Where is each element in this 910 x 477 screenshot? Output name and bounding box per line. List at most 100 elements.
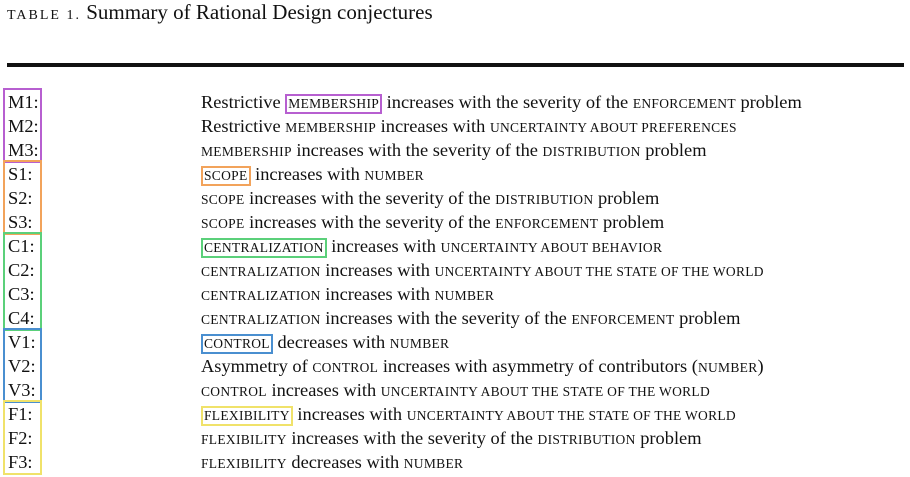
- conjecture-text: FLEXIBILITY increases with UNCERTAINTY A…: [201, 402, 736, 428]
- smallcaps-term: SCOPE: [201, 216, 245, 231]
- text-fragment: increases with the severity of the: [244, 212, 496, 232]
- smallcaps-term: SCOPE: [201, 192, 245, 207]
- conjecture-text: CONTROL increases with UNCERTAINTY ABOUT…: [201, 378, 710, 404]
- table-row: F3: FLEXIBILITY decreases with NUMBER: [0, 450, 910, 474]
- text-fragment: increases with the severity of the: [286, 428, 538, 448]
- conjecture-text: Restrictive MEMBERSHIP increases with UN…: [201, 114, 737, 140]
- conjecture-text: CENTRALIZATION increases with UNCERTAINT…: [201, 258, 764, 284]
- table-row: F2: FLEXIBILITY increases with the severi…: [0, 426, 910, 450]
- table-row: S2: SCOPE increases with the severity of …: [0, 186, 910, 210]
- smallcaps-term: FLEXIBILITY: [201, 456, 287, 471]
- text-fragment: Asymmetry of: [201, 356, 313, 376]
- conjecture-id: V1:: [8, 332, 36, 352]
- group-box-membership: [3, 88, 42, 163]
- highlighted-term: SCOPE: [201, 166, 251, 186]
- smallcaps-term: UNCERTAINTY ABOUT PREFERENCES: [489, 120, 737, 135]
- conjecture-text: Restrictive MEMBERSHIP increases with th…: [201, 90, 802, 116]
- conjecture-id: V2:: [8, 356, 36, 376]
- smallcaps-term: UNCERTAINTY ABOUT THE STATE OF THE WORLD: [380, 384, 711, 399]
- conjecture-id: S3:: [8, 212, 33, 232]
- smallcaps-term: CENTRALIZATION: [201, 264, 321, 279]
- text-fragment: increases with: [292, 404, 407, 424]
- conjecture-id: M1:: [8, 92, 39, 112]
- smallcaps-term: CONTROL: [312, 360, 379, 375]
- table-row: V2: Asymmetry of CONTROL increases with a…: [0, 354, 910, 378]
- smallcaps-term: CENTRALIZATION: [201, 288, 321, 303]
- smallcaps-term: CENTRALIZATION: [201, 312, 321, 327]
- table-title: Summary of Rational Design conjectures: [86, 0, 433, 24]
- text-fragment: problem: [640, 140, 707, 160]
- text-fragment: problem: [598, 212, 665, 232]
- smallcaps-term: ENFORCEMENT: [495, 216, 599, 231]
- smallcaps-term: DISTRIBUTION: [495, 192, 594, 207]
- conjecture-text: CENTRALIZATION increases with UNCERTAINT…: [201, 234, 662, 260]
- conjecture-id: F3:: [8, 452, 33, 472]
- text-fragment: increases with: [320, 284, 435, 304]
- conjecture-id: C4:: [8, 308, 35, 328]
- group-box-flexibility: [3, 400, 42, 475]
- text-fragment: problem: [593, 188, 660, 208]
- smallcaps-term: NUMBER: [389, 336, 450, 351]
- table-row: S1: SCOPE increases with NUMBER: [0, 162, 910, 186]
- smallcaps-term: NUMBER: [697, 360, 758, 375]
- group-box-centralization: [3, 232, 42, 331]
- conjecture-id: S1:: [8, 164, 33, 184]
- smallcaps-term: NUMBER: [364, 168, 424, 183]
- table-row: S3: SCOPE increases with the severity of …: [0, 210, 910, 234]
- smallcaps-term: ENFORCEMENT: [632, 96, 736, 111]
- text-fragment: increases with: [250, 164, 365, 184]
- conjecture-id: F2:: [8, 428, 33, 448]
- conjecture-id: M2:: [8, 116, 39, 136]
- conjecture-text: SCOPE increases with the severity of the…: [201, 210, 664, 236]
- smallcaps-term: UNCERTAINTY ABOUT THE STATE OF THE WORLD: [406, 408, 736, 423]
- text-fragment: increases with: [266, 380, 381, 400]
- conjecture-id: F1:: [8, 404, 33, 424]
- smallcaps-term: DISTRIBUTION: [537, 432, 636, 447]
- conjecture-text: FLEXIBILITY decreases with NUMBER: [201, 450, 463, 476]
- table-row: C3: CENTRALIZATION increases with NUMBER: [0, 282, 910, 306]
- table-label: TABLE 1.: [7, 8, 81, 23]
- text-fragment: increases with the severity of the: [320, 308, 572, 328]
- table-row: M2: Restrictive MEMBERSHIP increases with…: [0, 114, 910, 138]
- conjecture-text: SCOPE increases with NUMBER: [201, 162, 424, 188]
- table-row: F1: FLEXIBILITY increases with UNCERTAINT…: [0, 402, 910, 426]
- smallcaps-term: UNCERTAINTY ABOUT THE STATE OF THE WORLD: [434, 264, 764, 279]
- text-fragment: increases with asymmetry of contributors…: [378, 356, 698, 376]
- table-row: V3: CONTROL increases with UNCERTAINTY AB…: [0, 378, 910, 402]
- text-fragment: Restrictive: [201, 92, 286, 112]
- text-fragment: Restrictive: [201, 116, 286, 136]
- highlighted-term: CONTROL: [201, 334, 273, 354]
- conjecture-text: Asymmetry of CONTROL increases with asym…: [201, 354, 764, 380]
- highlighted-term: MEMBERSHIP: [285, 94, 383, 114]
- table-row: C2: CENTRALIZATION increases with UNCERTA…: [0, 258, 910, 282]
- smallcaps-term: ENFORCEMENT: [571, 312, 675, 327]
- text-fragment: problem: [674, 308, 741, 328]
- conjecture-id: M3:: [8, 140, 39, 160]
- conjecture-text: MEMBERSHIP increases with the severity o…: [201, 138, 707, 164]
- group-box-scope: [3, 160, 42, 235]
- highlighted-term: FLEXIBILITY: [201, 406, 293, 426]
- text-fragment: decreases with: [272, 332, 390, 352]
- conjecture-id: C1:: [8, 236, 35, 256]
- table-row: M1: Restrictive MEMBERSHIP increases with…: [0, 90, 910, 114]
- text-fragment: increases with the severity of the: [244, 188, 496, 208]
- text-fragment: increases with: [326, 236, 441, 256]
- table-caption: TABLE 1. Summary of Rational Design conj…: [7, 0, 433, 28]
- smallcaps-term: FLEXIBILITY: [201, 432, 287, 447]
- smallcaps-term: DISTRIBUTION: [542, 144, 641, 159]
- table-row: C1: CENTRALIZATION increases with UNCERTA…: [0, 234, 910, 258]
- smallcaps-term: NUMBER: [434, 288, 495, 303]
- smallcaps-term: CONTROL: [201, 384, 267, 399]
- text-fragment: problem: [735, 92, 802, 112]
- text-fragment: increases with: [376, 116, 490, 136]
- conjecture-text: CONTROL decreases with NUMBER: [201, 330, 449, 356]
- smallcaps-term: MEMBERSHIP: [201, 144, 292, 159]
- conjecture-text: CENTRALIZATION increases with the severi…: [201, 306, 740, 332]
- text-fragment: decreases with: [286, 452, 404, 472]
- text-fragment: ): [757, 356, 764, 376]
- conjecture-text: SCOPE increases with the severity of the…: [201, 186, 659, 212]
- conjecture-text: FLEXIBILITY increases with the severity …: [201, 426, 702, 452]
- top-rule: [7, 63, 904, 67]
- table-row: C4: CENTRALIZATION increases with the sev…: [0, 306, 910, 330]
- conjecture-id: S2:: [8, 188, 33, 208]
